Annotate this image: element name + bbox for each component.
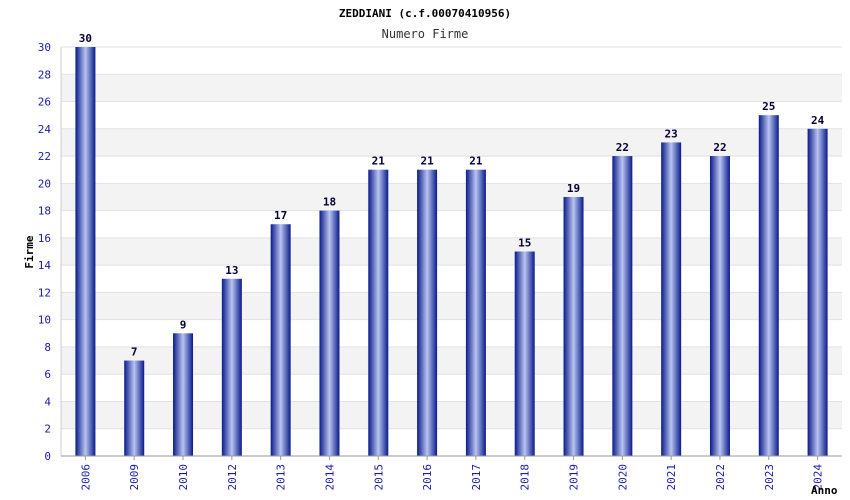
data-label: 17 bbox=[274, 209, 287, 222]
x-tick-label: 2013 bbox=[275, 464, 288, 491]
data-label: 23 bbox=[665, 127, 678, 140]
y-tick-label: 16 bbox=[38, 232, 51, 245]
x-axis-label: Anno bbox=[811, 484, 838, 497]
x-tick-label: 2010 bbox=[177, 464, 190, 491]
data-label: 19 bbox=[567, 182, 580, 195]
bar bbox=[612, 156, 633, 457]
x-tick-label: 2017 bbox=[470, 464, 483, 491]
data-label: 24 bbox=[811, 114, 825, 127]
bar bbox=[514, 251, 535, 456]
y-tick-label: 30 bbox=[38, 41, 51, 54]
y-tick-label: 26 bbox=[38, 96, 51, 109]
chart-title: ZEDDIANI (c.f.00070410956) bbox=[339, 7, 511, 20]
y-axis-label: Firme bbox=[23, 235, 36, 268]
x-tick-label: 2021 bbox=[665, 464, 678, 491]
x-tick-label: 2014 bbox=[323, 464, 336, 491]
bar bbox=[563, 196, 584, 456]
bar bbox=[270, 224, 291, 456]
y-tick-label: 4 bbox=[44, 395, 51, 408]
data-label: 30 bbox=[79, 32, 92, 45]
y-tick-label: 10 bbox=[38, 314, 51, 327]
y-tick-label: 20 bbox=[38, 177, 51, 190]
y-tick-label: 0 bbox=[44, 450, 51, 463]
data-label: 25 bbox=[762, 100, 775, 113]
bar bbox=[807, 128, 828, 457]
bars bbox=[75, 47, 828, 457]
bar bbox=[661, 142, 682, 456]
data-label: 13 bbox=[225, 264, 238, 277]
x-tick-label: 2023 bbox=[763, 464, 776, 491]
bar bbox=[173, 333, 194, 456]
y-tick-label: 14 bbox=[38, 259, 52, 272]
bar bbox=[319, 210, 340, 456]
bar bbox=[417, 169, 438, 456]
bar bbox=[221, 278, 242, 456]
data-label: 22 bbox=[616, 141, 629, 154]
y-tick-label: 12 bbox=[38, 286, 51, 299]
x-tick-label: 2012 bbox=[226, 464, 239, 491]
x-tick-label: 2020 bbox=[616, 464, 629, 491]
data-label: 22 bbox=[713, 141, 726, 154]
grid-band bbox=[61, 128, 842, 157]
x-tick-label: 2019 bbox=[568, 464, 581, 491]
x-tick-label: 2006 bbox=[79, 464, 92, 491]
grid-band bbox=[61, 74, 842, 102]
data-label: 15 bbox=[518, 237, 531, 250]
data-label: 21 bbox=[420, 155, 434, 168]
data-label: 21 bbox=[372, 155, 386, 168]
data-label: 7 bbox=[131, 346, 138, 359]
x-tick-label: 2009 bbox=[128, 464, 141, 491]
x-tick-label: 2018 bbox=[519, 464, 532, 491]
bar bbox=[75, 47, 96, 456]
y-tick-label: 18 bbox=[38, 205, 51, 218]
bar bbox=[368, 169, 389, 456]
x-axis-ticks: 2006 2009 2010 2012 2013 2014 2015 2016 2017 2018… bbox=[79, 456, 825, 491]
bar bbox=[758, 115, 779, 457]
chart-subtitle: Numero Firme bbox=[382, 27, 469, 41]
y-tick-label: 8 bbox=[44, 341, 51, 354]
x-tick-label: 2024 bbox=[812, 464, 825, 491]
y-tick-label: 22 bbox=[38, 150, 51, 163]
x-tick-label: 2016 bbox=[421, 464, 434, 491]
y-tick-label: 24 bbox=[38, 123, 52, 136]
bar bbox=[709, 156, 730, 457]
y-tick-label: 28 bbox=[38, 68, 51, 81]
data-label: 9 bbox=[180, 318, 187, 331]
y-tick-label: 6 bbox=[44, 368, 51, 381]
bar bbox=[465, 169, 486, 456]
x-tick-label: 2015 bbox=[372, 464, 385, 491]
data-label: 18 bbox=[323, 196, 336, 209]
data-labels: 30 7 9 13 17 18 21 21 21 15 19 22 23 22 25 24 bbox=[79, 32, 825, 359]
bar bbox=[124, 360, 145, 456]
x-tick-label: 2022 bbox=[714, 464, 727, 491]
y-tick-label: 2 bbox=[44, 423, 51, 436]
data-label: 21 bbox=[469, 155, 483, 168]
